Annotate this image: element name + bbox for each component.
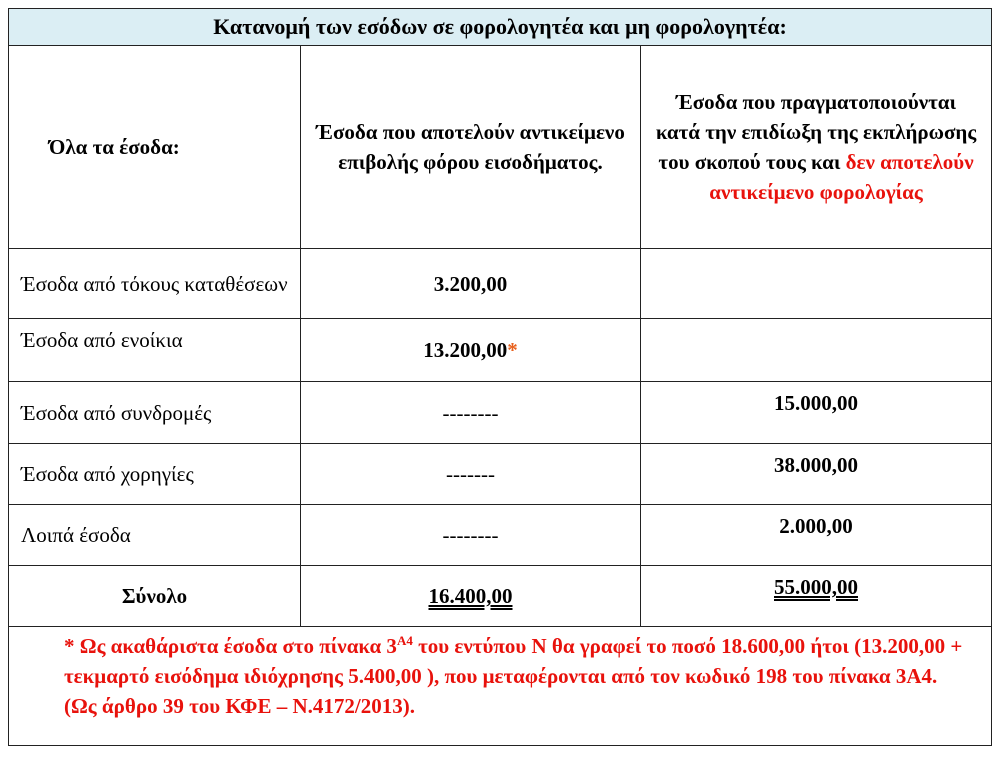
row-taxable: ------- xyxy=(300,443,641,505)
table-row: Έσοδα από χορηγίες ------- 38.000,00 xyxy=(8,443,992,505)
table-row: Έσοδα από συνδρομές -------- 15.000,00 xyxy=(8,381,992,444)
footnote-marker: * xyxy=(507,338,518,362)
income-allocation-table: Κατανομή των εσόδων σε φορολογητέα και μ… xyxy=(8,8,992,746)
footnote: * Ως ακαθάριστα έσοδα στο πίνακα 3Α4 του… xyxy=(8,626,992,746)
row-taxable: 3.200,00 xyxy=(300,248,641,319)
table-title: Κατανομή των εσόδων σε φορολογητέα και μ… xyxy=(8,8,992,46)
row-taxable: -------- xyxy=(300,504,641,566)
footnote-text-2: του εντύπου Ν θα γραφεί το ποσό 18.600,0… xyxy=(64,634,963,718)
table-row: Λοιπά έσοδα -------- 2.000,00 xyxy=(8,504,992,566)
total-taxable: 16.400,00 xyxy=(300,565,641,627)
row-non-taxable xyxy=(640,318,992,382)
header-non-taxable: Έσοδα που πραγματοποιούνται κατά την επι… xyxy=(640,45,992,249)
row-label: Έσοδα από ενοίκια xyxy=(8,318,301,382)
row-non-taxable xyxy=(640,248,992,319)
row-taxable: -------- xyxy=(300,381,641,444)
header-taxable: Έσοδα που αποτελούν αντικείμενο επιβολής… xyxy=(300,45,641,249)
header-non-taxable-text: Έσοδα που πραγματοποιούνται κατά την επι… xyxy=(655,90,977,174)
total-non-taxable: 55.000,00 xyxy=(640,565,992,627)
table-row: Έσοδα από ενοίκια 13.200,00* xyxy=(8,318,992,382)
footnote-text-1: * Ως ακαθάριστα έσοδα στο πίνακα 3 xyxy=(64,634,397,658)
row-non-taxable: 38.000,00 xyxy=(640,443,992,505)
row-label: Λοιπά έσοδα xyxy=(8,504,301,566)
row-taxable-value: 13.200,00 xyxy=(423,338,508,362)
table-row: Έσοδα από τόκους καταθέσεων 3.200,00 xyxy=(8,248,992,319)
row-non-taxable: 2.000,00 xyxy=(640,504,992,566)
row-taxable: 13.200,00* xyxy=(300,318,641,382)
row-label: Έσοδα από συνδρομές xyxy=(8,381,301,444)
row-label: Έσοδα από τόκους καταθέσεων xyxy=(8,248,301,319)
header-all-income: Όλα τα έσοδα: xyxy=(8,45,301,249)
header-non-taxable-emphasis: δεν αποτελούν αντικείμενο φορολογίας xyxy=(709,150,974,204)
total-taxable-value: 16.400,00 xyxy=(428,584,513,608)
row-label: Έσοδα από χορηγίες xyxy=(8,443,301,505)
total-label: Σύνολο xyxy=(8,565,301,627)
row-non-taxable: 15.000,00 xyxy=(640,381,992,444)
total-non-taxable-value: 55.000,00 xyxy=(774,575,858,599)
footnote-superscript: Α4 xyxy=(396,633,413,648)
total-row: Σύνολο 16.400,00 55.000,00 xyxy=(8,565,992,627)
